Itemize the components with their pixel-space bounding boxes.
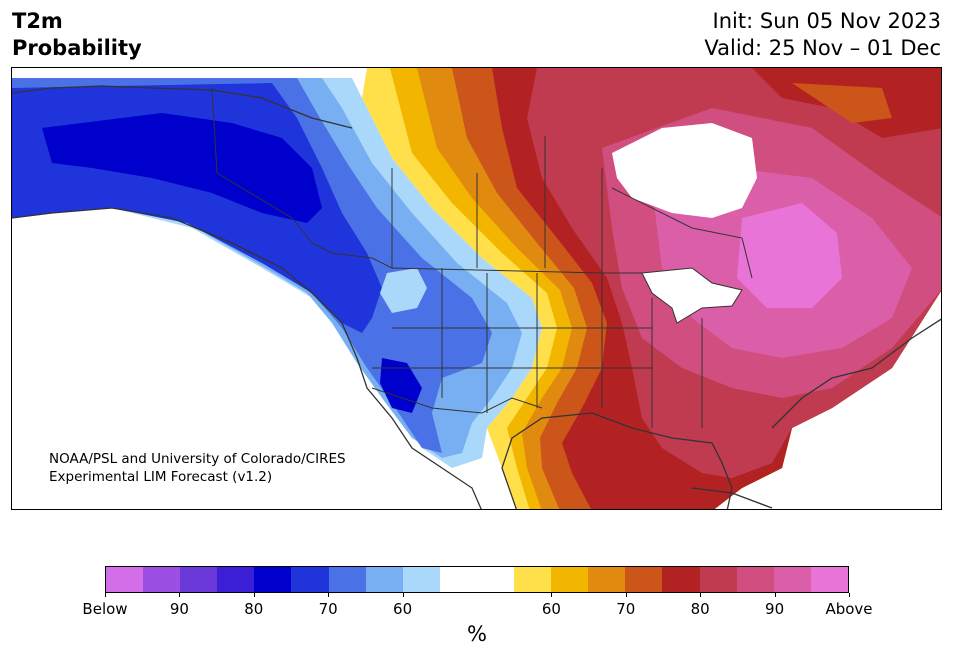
credit-line-1: NOAA/PSL and University of Colorado/CIRE… xyxy=(49,451,346,467)
colorbar-tick-label: 90 xyxy=(765,600,785,618)
colorbar-segment xyxy=(254,567,292,592)
colorbar-segment xyxy=(810,567,848,592)
colorbar-segment xyxy=(291,567,329,592)
colorbar-tick-mark xyxy=(774,593,776,597)
colorbar-tick-mark xyxy=(625,593,627,597)
colorbar-tick-label: 60 xyxy=(541,600,561,618)
below-band-80 xyxy=(42,113,322,223)
colorbar-tick-label: Below xyxy=(82,600,128,618)
colorbar-segment xyxy=(514,567,552,592)
colorbar-segment xyxy=(588,567,626,592)
colorbar-tick-mark xyxy=(328,593,330,597)
colorbar-tick-mark xyxy=(551,593,553,597)
credit-line-2: Experimental LIM Forecast (v1.2) xyxy=(49,469,273,485)
colorbar-unit-label: % xyxy=(467,622,487,646)
colorbar-tick-label: 90 xyxy=(169,600,189,618)
forecast-credit: NOAA/PSL and University of Colorado/CIRE… xyxy=(49,450,346,486)
colorbar-tick-mark xyxy=(402,593,404,597)
valid-dates: Valid: 25 Nov – 01 Dec xyxy=(704,36,941,60)
init-date: Init: Sun 05 Nov 2023 xyxy=(712,9,941,33)
colorbar-tick-label: 70 xyxy=(616,600,636,618)
colorbar-tick-label: 80 xyxy=(690,600,710,618)
colorbar-segment xyxy=(551,567,589,592)
title-line-1: T2m xyxy=(12,9,63,33)
probability-colorbar xyxy=(105,566,849,593)
colorbar-tick-label: Above xyxy=(825,600,873,618)
colorbar-segment xyxy=(180,567,218,592)
colorbar-tick-mark xyxy=(700,593,702,597)
forecast-dates: Init: Sun 05 Nov 2023 Valid: 25 Nov – 01… xyxy=(704,8,941,62)
colorbar-segment xyxy=(439,567,477,592)
probability-map xyxy=(11,67,942,510)
colorbar-segment xyxy=(699,567,737,592)
colorbar-tick-label: 60 xyxy=(393,600,413,618)
great-lakes xyxy=(641,267,743,324)
hudson-bay xyxy=(612,123,757,218)
colorbar-segment xyxy=(143,567,181,592)
coastlines xyxy=(12,85,941,509)
colorbar-segment xyxy=(773,567,811,592)
colorbar-tick-label: 80 xyxy=(244,600,264,618)
arctic-above-band-70 xyxy=(792,83,892,123)
below-band-80-southwest xyxy=(380,358,422,413)
colorbar-segment xyxy=(328,567,366,592)
colorbar-tick-mark xyxy=(105,593,106,597)
colorbar-tick-mark xyxy=(179,593,181,597)
below-band-60-basin xyxy=(380,268,427,313)
chart-title: T2m Probability xyxy=(12,8,142,62)
colorbar-segment xyxy=(476,567,515,592)
title-line-2: Probability xyxy=(12,36,142,60)
colorbar-segment xyxy=(365,567,403,592)
colorbar-segment xyxy=(662,567,700,592)
above-band-95 xyxy=(737,203,842,308)
colorbar-segment xyxy=(736,567,774,592)
north-america-map xyxy=(12,68,941,509)
colorbar-tick-mark xyxy=(849,593,850,597)
colorbar-tick-mark xyxy=(253,593,255,597)
colorbar-segment xyxy=(106,567,144,592)
colorbar-tick-label: 70 xyxy=(318,600,338,618)
colorbar-segment xyxy=(402,567,440,592)
colorbar-segment xyxy=(217,567,255,592)
political-borders xyxy=(211,87,753,428)
colorbar-segment xyxy=(625,567,663,592)
